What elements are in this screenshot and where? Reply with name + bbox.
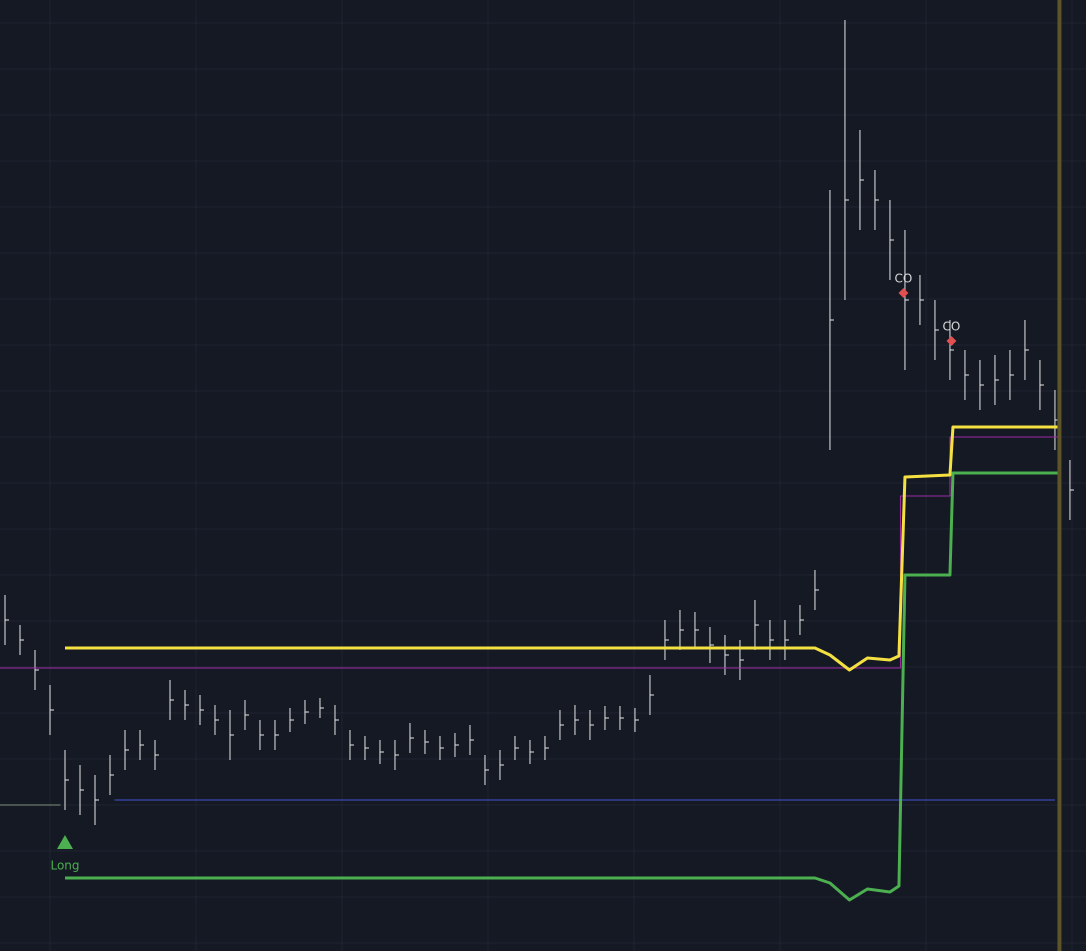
signal-marker [56,835,73,849]
signal-label: Long [50,859,79,873]
indicator-line [64,471,1060,902]
indicator-line [64,425,1060,672]
annotation-marker [898,288,909,298]
annotation-label: CO [895,272,913,286]
annotation-marker [946,336,957,346]
indicator-line [0,436,1060,669]
annotation-label: CO [943,320,961,334]
